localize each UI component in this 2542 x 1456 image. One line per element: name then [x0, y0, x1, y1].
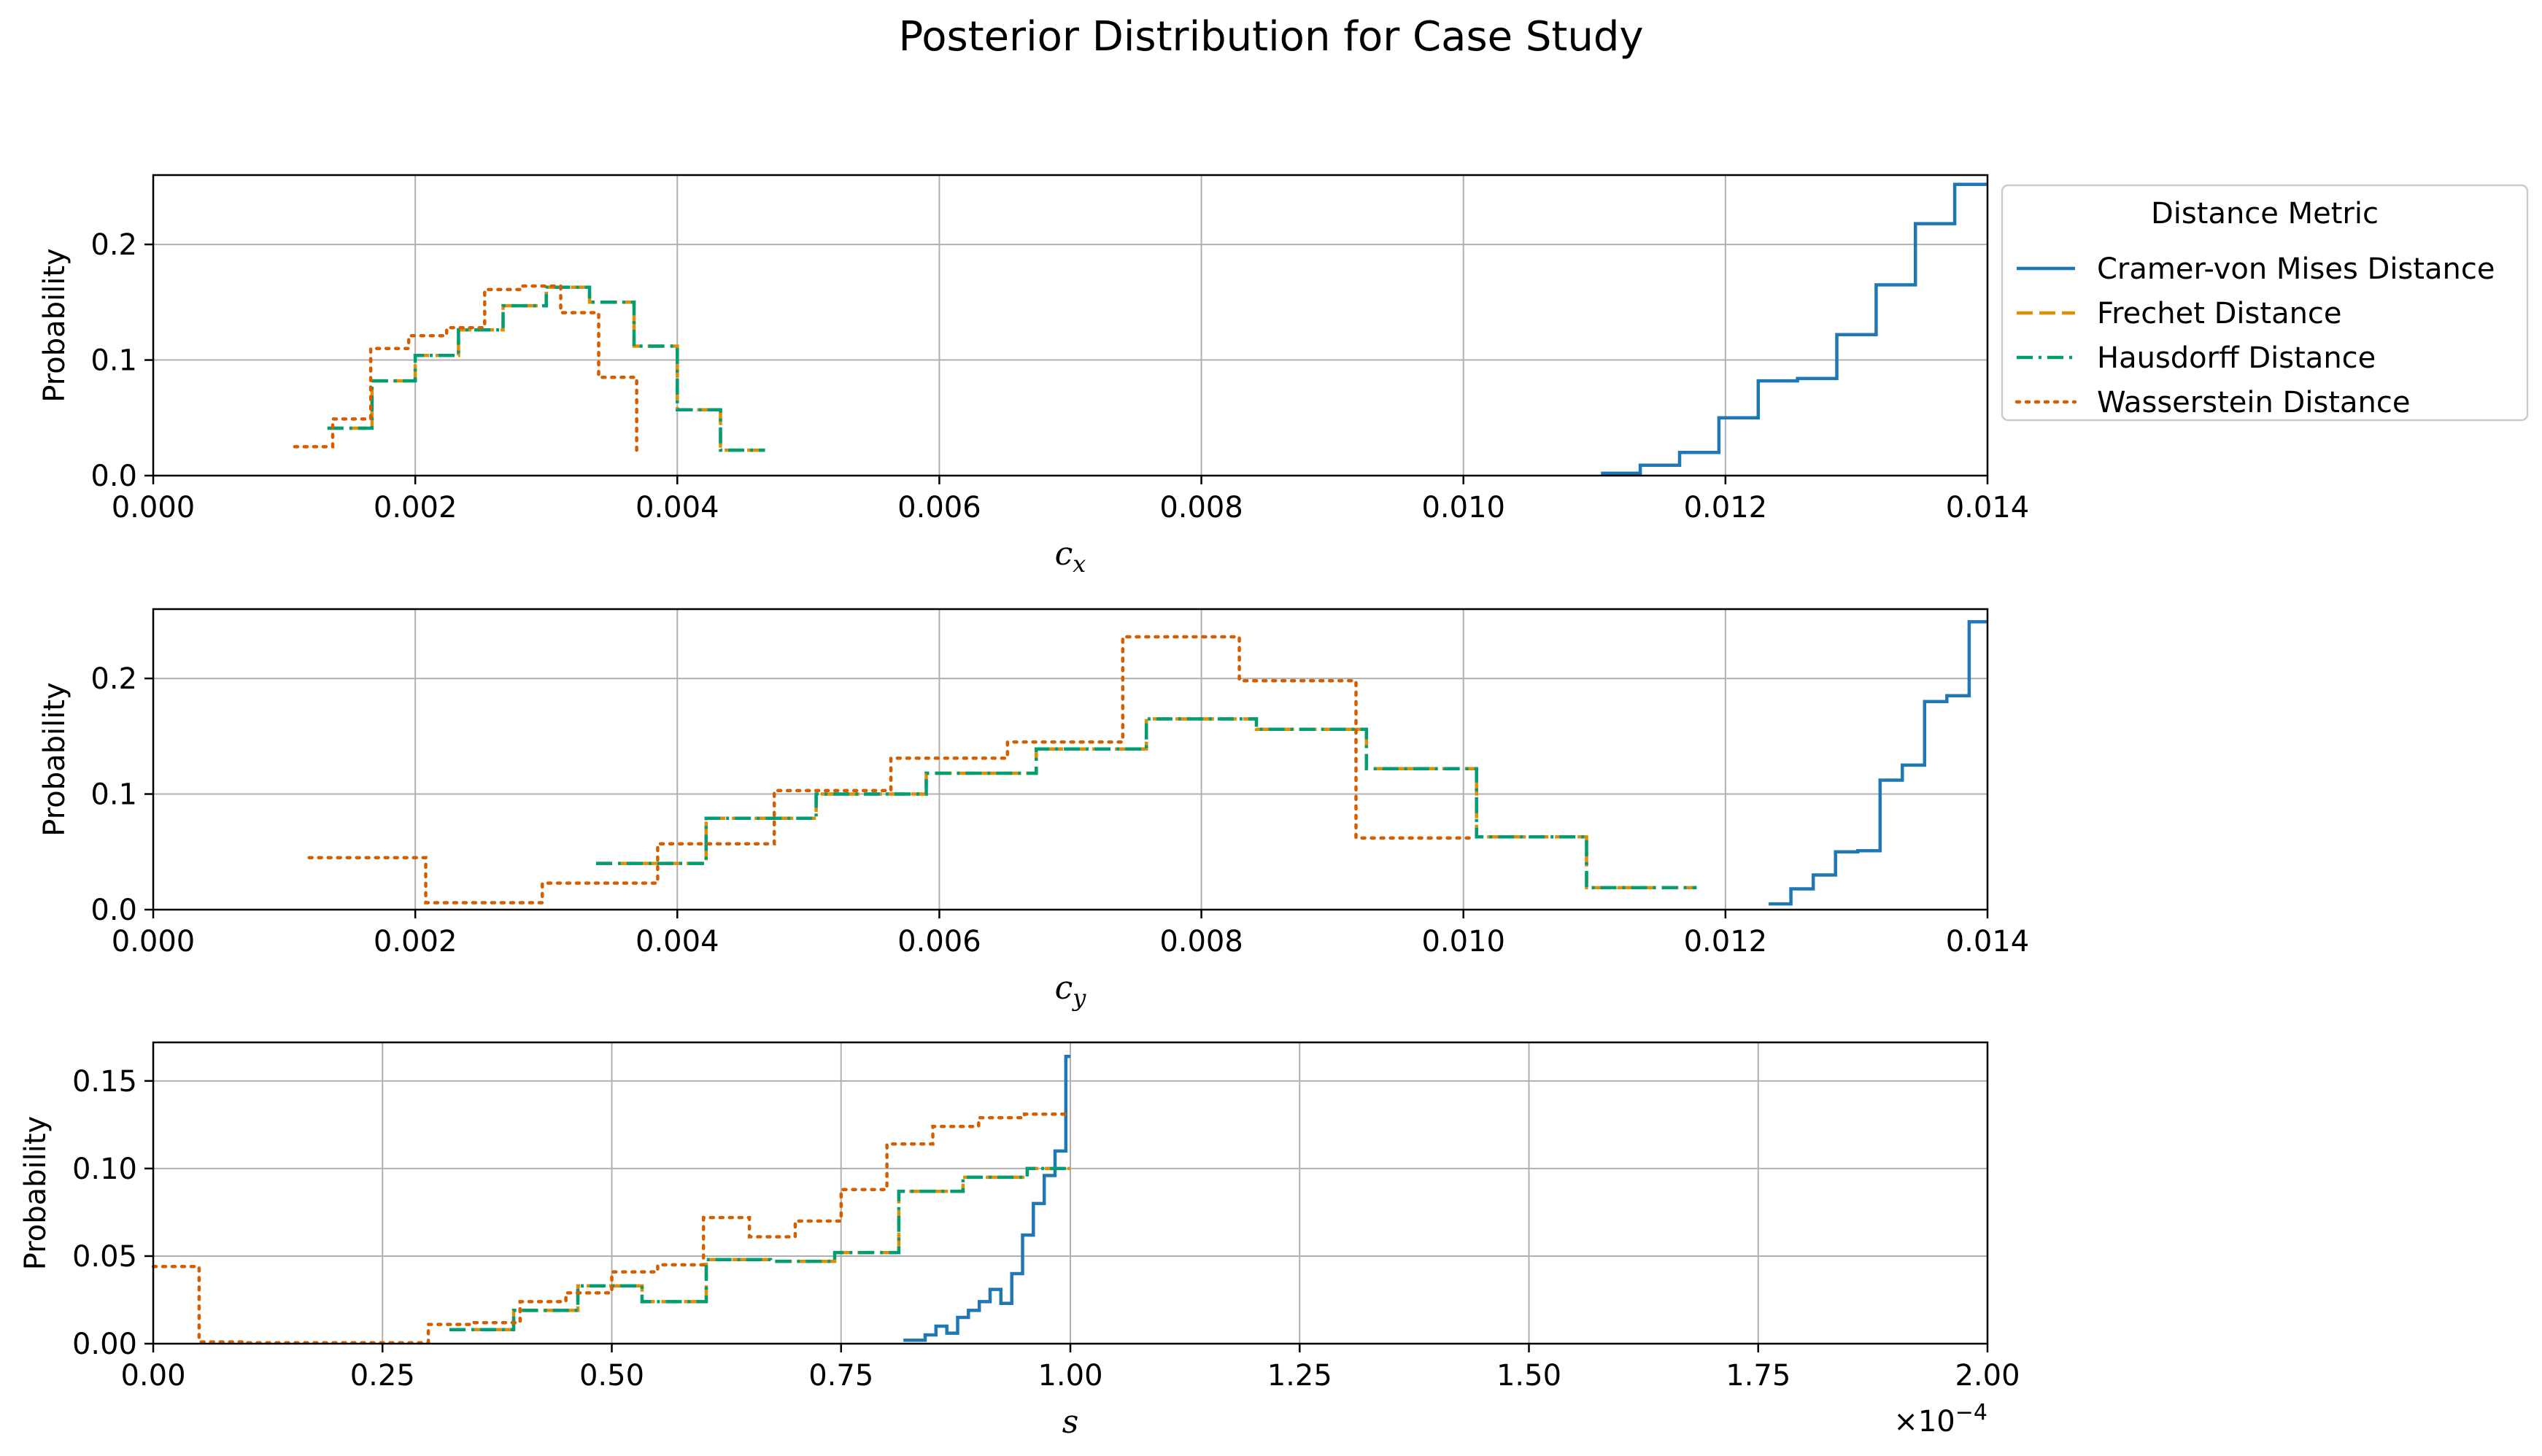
x-tick-label: 1.75: [1726, 1359, 1790, 1393]
series-line-frechet-distance: [327, 285, 765, 452]
series-line-frechet-distance: [449, 1166, 1070, 1332]
x-tick-label: 0.000: [112, 925, 196, 959]
series-line-hausdorff-distance: [449, 1166, 1070, 1332]
x-tick-label: 0.006: [897, 491, 981, 524]
x-tick-label: 0.000: [112, 491, 196, 524]
y-axis-label: Probability: [38, 682, 72, 836]
y-tick-label: 0.1: [90, 778, 137, 812]
x-tick-label: 0.010: [1421, 491, 1505, 524]
x-axis-label-subscript: y: [1071, 984, 1086, 1012]
axes-frame: [152, 174, 1989, 477]
x-tick-label: 0.014: [1946, 491, 2030, 524]
series-line-wasserstein-distance: [307, 635, 1475, 905]
x-tick-label: 1.25: [1267, 1359, 1332, 1393]
y-tick-label: 0.0: [90, 460, 137, 493]
x-tick-label: 0.00: [120, 1359, 185, 1393]
axes-frame: [152, 608, 1989, 911]
y-axis-label: Probability: [38, 248, 72, 402]
x-axis-label: cx: [1055, 535, 1086, 578]
y-tick-label: 0.0: [90, 894, 137, 927]
x-offset-label: ×10−4: [1893, 1400, 1987, 1438]
x-tick-label: 0.012: [1684, 491, 1768, 524]
legend-entry-label: Hausdorff Distance: [2097, 341, 2376, 375]
y-tick-label: 0.15: [72, 1065, 137, 1099]
legend-entry-label: Wasserstein Distance: [2097, 386, 2410, 419]
legend-box: [2001, 184, 2529, 422]
y-tick-label: 0.1: [90, 344, 137, 378]
x-tick-label: 0.012: [1684, 925, 1768, 959]
series-line-cramer-von-mises-distance: [903, 1054, 1070, 1342]
x-axis-label: s: [1062, 1403, 1079, 1441]
x-tick-label: 0.006: [897, 925, 981, 959]
series-line-cramer-von-mises-distance: [1601, 182, 1987, 476]
legend-title: Distance Metric: [2151, 197, 2379, 231]
y-axis-label: Probability: [19, 1116, 53, 1270]
x-tick-label: 0.010: [1421, 925, 1505, 959]
series-line-hausdorff-distance: [327, 285, 765, 452]
x-tick-label: 0.008: [1159, 491, 1243, 524]
y-tick-label: 0.2: [90, 662, 137, 696]
x-axis-label: cy: [1055, 969, 1087, 1012]
series-line-frechet-distance: [596, 717, 1697, 890]
y-tick-label: 0.00: [72, 1328, 137, 1361]
x-tick-label: 0.002: [374, 491, 457, 524]
subplot-1: 0.000 0.002 0.004 0.006 0.008 0.010 0.012 0.014…: [38, 174, 2030, 578]
legend-entry-label: Frechet Distance: [2097, 297, 2342, 330]
legend: Distance Metric Cramer-von Mises Distance…: [2001, 184, 2529, 422]
x-tick-label: 0.25: [350, 1359, 415, 1393]
x-tick-label: 2.00: [1955, 1359, 2020, 1393]
x-tick-label: 1.50: [1496, 1359, 1561, 1393]
y-tick-label: 0.05: [72, 1240, 137, 1274]
x-tick-label: 0.004: [636, 491, 719, 524]
x-offset-exponent: −4: [1955, 1400, 1987, 1425]
y-tick-label: 0.10: [72, 1153, 137, 1186]
x-tick-label: 0.75: [808, 1359, 873, 1393]
x-tick-label: 0.002: [374, 925, 457, 959]
x-axis-label-subscript: x: [1073, 550, 1086, 578]
x-tick-label: 0.50: [579, 1359, 644, 1393]
series-line-hausdorff-distance: [596, 717, 1697, 890]
subplots: 0.000 0.002 0.004 0.006 0.008 0.010 0.012 0.014…: [19, 174, 2030, 1441]
subplot-2: 0.000 0.002 0.004 0.006 0.008 0.010 0.012 0.014…: [38, 608, 2030, 1012]
x-tick-label: 0.004: [636, 925, 719, 959]
x-tick-label: 1.00: [1038, 1359, 1102, 1393]
series-line-wasserstein-distance: [293, 284, 638, 458]
x-tick-label: 0.008: [1159, 925, 1243, 959]
x-tick-label: 0.014: [1946, 925, 2030, 959]
y-tick-label: 0.2: [90, 228, 137, 262]
legend-entry-label: Cramer-von Mises Distance: [2097, 252, 2495, 286]
series-line-cramer-von-mises-distance: [1769, 620, 1987, 906]
figure-title: Posterior Distribution for Case Study: [898, 13, 1644, 61]
subplot-3: 0.00 0.25 0.50 0.75 1.00 1.25 1.50 1.75 2.00 0.00…: [19, 1041, 2020, 1441]
